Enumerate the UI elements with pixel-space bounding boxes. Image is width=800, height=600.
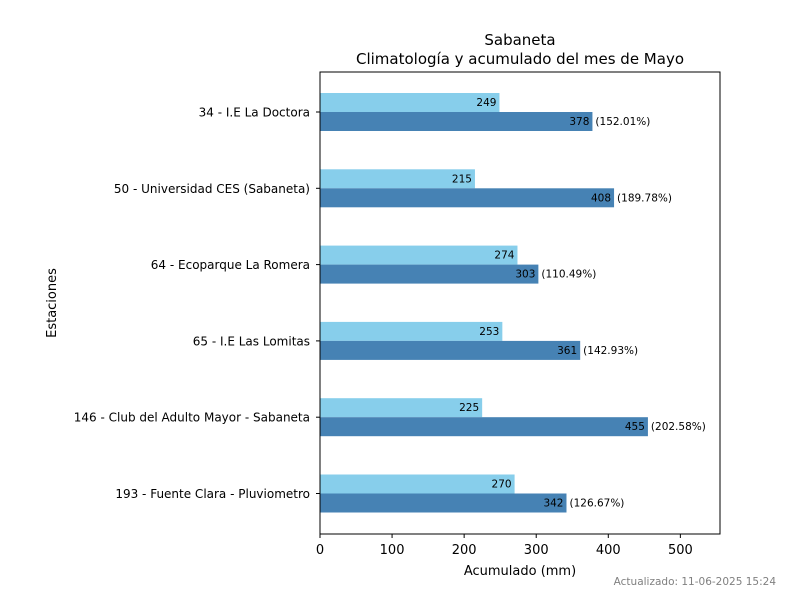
y-tick-label: 65 - I.E Las Lomitas xyxy=(193,334,310,348)
data-label: 253 xyxy=(479,326,499,338)
accumulated-bar xyxy=(320,340,581,360)
data-label: 249 xyxy=(476,97,496,109)
data-label: 408 xyxy=(591,192,611,204)
y-tick-label: 64 - Ecoparque La Romera xyxy=(151,258,310,272)
accumulated-bar xyxy=(320,417,648,437)
data-label: 361 xyxy=(557,345,577,357)
climatology-bar xyxy=(320,93,500,112)
accumulated-bar xyxy=(320,264,539,284)
data-label: 215 xyxy=(452,173,472,185)
data-label: 342 xyxy=(543,498,563,510)
climatology-bar xyxy=(320,398,483,418)
x-tick-label: 0 xyxy=(316,543,324,558)
data-label: 274 xyxy=(494,250,514,262)
data-label: 455 xyxy=(625,421,645,433)
x-tick-label: 100 xyxy=(380,543,405,558)
percent-annotation: (110.49%) xyxy=(541,269,596,281)
x-tick-label: 400 xyxy=(596,543,621,558)
y-tick-label: 34 - I.E La Doctora xyxy=(199,106,310,120)
x-tick-label: 500 xyxy=(668,543,693,558)
climatology-bar xyxy=(320,245,518,265)
y-tick-label: 50 - Universidad CES (Sabaneta) xyxy=(114,182,310,196)
percent-annotation: (189.78%) xyxy=(617,192,672,204)
accumulated-bar xyxy=(320,493,567,513)
data-label: 303 xyxy=(515,269,535,281)
climatology-bar xyxy=(320,169,475,189)
chart-title: Sabaneta xyxy=(484,31,555,49)
climatology-bar xyxy=(320,321,503,341)
plot-frame xyxy=(319,71,721,535)
percent-annotation: (152.01%) xyxy=(595,116,650,128)
percent-annotation: (126.67%) xyxy=(569,498,624,510)
data-label: 378 xyxy=(569,116,589,128)
accumulated-bar xyxy=(320,188,615,208)
percent-annotation: (202.58%) xyxy=(651,421,706,433)
last-updated-timestamp: Actualizado: 11-06-2025 15:24 xyxy=(613,576,776,588)
accumulated-bar xyxy=(320,112,593,131)
x-tick-label: 300 xyxy=(524,543,549,558)
percent-annotation: (142.93%) xyxy=(583,345,638,357)
chart-subtitle: Climatología y acumulado del mes de Mayo xyxy=(356,50,684,68)
data-label: 270 xyxy=(492,479,512,491)
plot-area: 34 - I.E La Doctora 249 378 (152.01%) 50 - U… xyxy=(74,71,721,558)
climatology-bar xyxy=(320,474,515,494)
y-tick-label: 193 - Fuente Clara - Pluviometro xyxy=(115,487,310,501)
y-tick-label: 146 - Club del Adulto Mayor - Sabaneta xyxy=(74,411,310,425)
x-axis-label: Acumulado (mm) xyxy=(464,564,576,579)
data-label: 225 xyxy=(459,402,479,414)
x-tick-label: 200 xyxy=(452,543,477,558)
y-axis-label: Estaciones xyxy=(45,268,60,338)
